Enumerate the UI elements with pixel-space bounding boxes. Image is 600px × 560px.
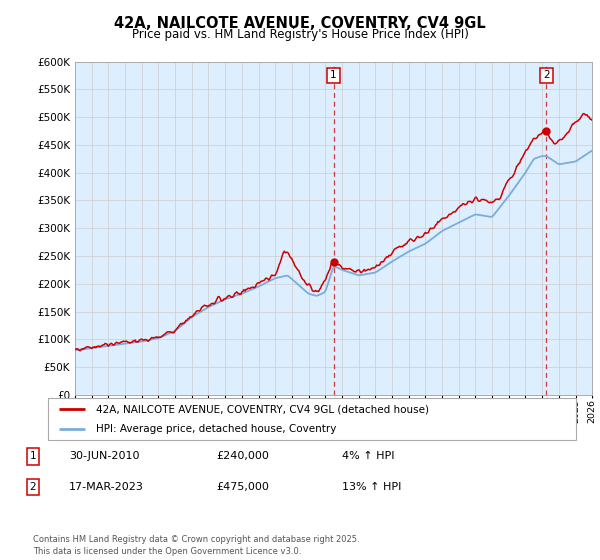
Text: HPI: Average price, detached house, Coventry: HPI: Average price, detached house, Cove… (95, 424, 336, 434)
Text: 1: 1 (29, 451, 37, 461)
Text: 17-MAR-2023: 17-MAR-2023 (69, 482, 144, 492)
Text: 2: 2 (29, 482, 37, 492)
Text: 4% ↑ HPI: 4% ↑ HPI (342, 451, 395, 461)
Text: 42A, NAILCOTE AVENUE, COVENTRY, CV4 9GL (detached house): 42A, NAILCOTE AVENUE, COVENTRY, CV4 9GL … (95, 404, 428, 414)
Text: £475,000: £475,000 (216, 482, 269, 492)
Text: 2: 2 (543, 71, 550, 81)
FancyBboxPatch shape (48, 398, 576, 440)
Text: £240,000: £240,000 (216, 451, 269, 461)
Text: Contains HM Land Registry data © Crown copyright and database right 2025.
This d: Contains HM Land Registry data © Crown c… (33, 535, 359, 556)
Text: 30-JUN-2010: 30-JUN-2010 (69, 451, 139, 461)
Text: 13% ↑ HPI: 13% ↑ HPI (342, 482, 401, 492)
Text: 42A, NAILCOTE AVENUE, COVENTRY, CV4 9GL: 42A, NAILCOTE AVENUE, COVENTRY, CV4 9GL (114, 16, 486, 31)
Text: Price paid vs. HM Land Registry's House Price Index (HPI): Price paid vs. HM Land Registry's House … (131, 28, 469, 41)
Text: 1: 1 (330, 71, 337, 81)
